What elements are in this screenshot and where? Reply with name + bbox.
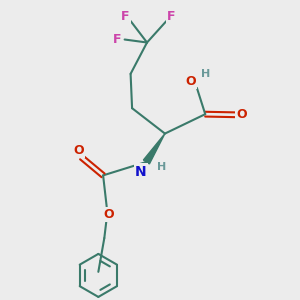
Text: O: O bbox=[73, 143, 84, 157]
Text: O: O bbox=[103, 208, 113, 221]
Text: F: F bbox=[121, 10, 130, 23]
Text: N: N bbox=[135, 164, 147, 178]
Text: H: H bbox=[157, 162, 166, 172]
Text: F: F bbox=[167, 10, 176, 23]
Text: H: H bbox=[201, 70, 210, 80]
Text: F: F bbox=[113, 33, 122, 46]
Text: O: O bbox=[185, 75, 196, 88]
Text: O: O bbox=[236, 108, 247, 121]
Polygon shape bbox=[143, 134, 165, 164]
